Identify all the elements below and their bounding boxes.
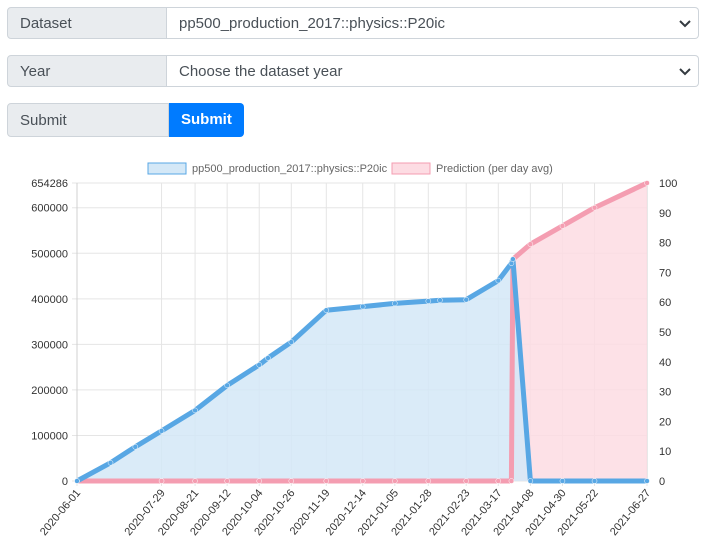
y-tick-label-right: 80 — [659, 238, 671, 250]
x-tick-label: 2021-06-27 — [608, 487, 653, 538]
submit-button[interactable]: Submit — [169, 103, 244, 137]
year-select-value: Choose the dataset year — [179, 63, 343, 80]
y-tick-label-left: 0 — [62, 476, 68, 488]
point-prediction — [591, 204, 598, 211]
point-series — [559, 478, 566, 484]
dataset-label: Dataset — [7, 7, 167, 39]
y-tick-label-right: 60 — [659, 297, 671, 309]
point-series — [256, 362, 262, 368]
point-series — [463, 296, 469, 303]
y-tick-label-left: 600000 — [31, 203, 68, 215]
point-series — [495, 277, 502, 284]
point-series — [158, 428, 165, 434]
chart-points — [74, 180, 650, 484]
area-series — [77, 259, 647, 481]
point-prediction — [463, 478, 469, 484]
legend-swatch-series — [147, 162, 187, 175]
chart-legend: pp500_production_2017::physics::P20ic Pr… — [147, 162, 553, 175]
chevron-down-icon — [679, 20, 691, 28]
point-series — [224, 382, 230, 389]
point-series — [192, 407, 198, 414]
point-series — [323, 307, 330, 313]
y-tick-label-right: 30 — [659, 387, 671, 399]
point-series — [288, 339, 295, 345]
y-tick-label-left: 400000 — [31, 294, 68, 306]
point-prediction — [527, 241, 534, 247]
point-series — [591, 478, 598, 484]
point-series — [265, 355, 271, 361]
point-prediction — [192, 478, 198, 484]
point-prediction — [495, 478, 502, 484]
x-axis: 2020-06-01 2020-07-292020-08-212020-09-12… — [38, 487, 653, 538]
point-prediction — [508, 478, 515, 484]
x-tick-label: 2020-06-01 — [38, 487, 83, 538]
point-series — [74, 478, 80, 484]
point-prediction — [644, 180, 650, 186]
point-prediction — [288, 478, 295, 484]
y-tick-label-right: 20 — [659, 416, 671, 428]
submit-label: Submit — [7, 103, 169, 137]
y-tick-label-left: 100000 — [31, 430, 68, 442]
point-prediction — [158, 478, 165, 484]
y-tick-label-left: 200000 — [31, 385, 68, 397]
legend-swatch-prediction — [391, 162, 431, 175]
y-tick-label-right: 10 — [659, 446, 671, 458]
point-series — [527, 478, 534, 484]
y-tick-label-right: 70 — [659, 267, 671, 279]
chevron-down-icon — [679, 68, 691, 76]
y-tick-label-right: 50 — [659, 327, 671, 339]
point-prediction — [425, 478, 432, 484]
point-series — [425, 298, 432, 304]
point-prediction — [559, 223, 566, 229]
legend-label-prediction: Prediction (per day avg) — [436, 163, 553, 175]
y-axis-right: 0 10 20 30 40 50 60 70 80 90 100 — [659, 178, 677, 488]
y-tick-label-right: 40 — [659, 357, 671, 369]
point-prediction — [392, 478, 398, 484]
y-tick-label-left: 500000 — [31, 248, 68, 260]
legend-label-series: pp500_production_2017::physics::P20ic — [192, 163, 388, 175]
dataset-select[interactable]: pp500_production_2017::physics::P20ic — [167, 7, 699, 39]
year-label: Year — [7, 55, 167, 87]
point-series — [392, 300, 398, 307]
point-series — [510, 256, 516, 262]
point-prediction — [224, 478, 230, 484]
y-tick-label-left: 300000 — [31, 339, 68, 351]
point-series — [644, 478, 650, 484]
point-series — [437, 297, 443, 303]
y-tick-label-left: 654286 — [31, 178, 68, 190]
point-series — [132, 444, 139, 450]
submit-row: Submit Submit — [7, 103, 244, 137]
point-series — [107, 460, 114, 466]
chart: pp500_production_2017::physics::P20ic Pr… — [31, 162, 677, 538]
chart-lines — [74, 180, 650, 484]
year-select[interactable]: Choose the dataset year — [167, 55, 699, 87]
point-prediction — [359, 478, 366, 484]
y-axis-left: 0 100000 200000 300000 400000 500000 600000 654… — [31, 178, 68, 488]
year-row: Year Choose the dataset year — [7, 55, 699, 89]
line-prediction — [74, 180, 650, 484]
y-tick-label-right: 90 — [659, 208, 671, 220]
line-series — [74, 256, 650, 484]
point-prediction — [256, 478, 262, 484]
y-tick-label-right: 100 — [659, 178, 677, 190]
dataset-row: Dataset pp500_production_2017::physics::… — [7, 7, 699, 41]
dataset-select-value: pp500_production_2017::physics::P20ic — [179, 15, 446, 32]
y-tick-label-right: 0 — [659, 476, 665, 488]
point-series — [359, 303, 366, 310]
point-prediction — [323, 478, 330, 484]
